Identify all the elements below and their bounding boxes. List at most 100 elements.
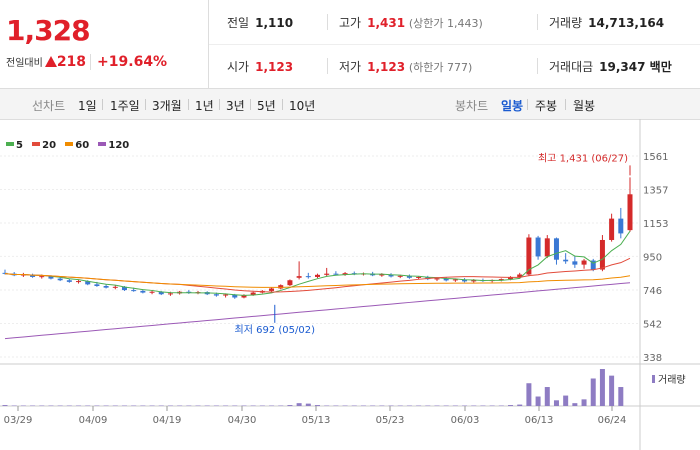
tab-daily[interactable]: 일봉 bbox=[501, 99, 524, 113]
volume-bar bbox=[526, 383, 532, 406]
candle-body bbox=[94, 284, 100, 287]
tab-1y[interactable]: 1년 bbox=[195, 99, 214, 113]
low-annotation: 최저 692 (05/02) bbox=[235, 324, 316, 336]
candle-body bbox=[379, 274, 385, 276]
tab-10y[interactable]: 10년 bbox=[289, 99, 316, 113]
candle-body bbox=[30, 274, 36, 277]
legend-ma60: 60 bbox=[65, 140, 89, 151]
volume-bar bbox=[2, 405, 8, 406]
volume-bar bbox=[599, 369, 605, 406]
volume-bar bbox=[553, 400, 559, 406]
candle-body bbox=[305, 276, 311, 278]
tab-5y[interactable]: 5년 bbox=[257, 99, 276, 113]
candle-body bbox=[581, 260, 587, 265]
candle-body bbox=[131, 290, 137, 292]
candle-body bbox=[140, 290, 146, 293]
ma5-line bbox=[4, 230, 631, 296]
candle-body bbox=[223, 294, 229, 296]
high-annotation: 최고 1,431 (06/27) bbox=[538, 152, 628, 164]
volume-bar bbox=[315, 405, 320, 406]
candle-body bbox=[85, 281, 91, 285]
volume-bar bbox=[508, 405, 514, 406]
candle-body bbox=[121, 286, 127, 291]
x-tick-label: 05/13 bbox=[302, 415, 331, 426]
candle-body bbox=[388, 274, 394, 277]
line-chart-label: 선차트 bbox=[32, 99, 66, 113]
tab-3m[interactable]: 3개월 bbox=[152, 99, 182, 113]
prev-close: 전일 1,110 bbox=[227, 14, 293, 31]
y-tick-label: 746 bbox=[643, 286, 662, 297]
candle-body bbox=[406, 275, 412, 278]
tab-1w[interactable]: 1주일 bbox=[110, 99, 140, 113]
candle-body bbox=[599, 239, 605, 270]
candle-body bbox=[462, 279, 468, 282]
candle-body bbox=[241, 295, 247, 298]
candle-body bbox=[287, 280, 293, 286]
y-tick-label: 1153 bbox=[643, 219, 668, 230]
legend-ma120-label: 120 bbox=[108, 140, 130, 151]
quote-header: 1,328 전일대비 218 +19.64% 전일 1,110 고가 1,431 (상한… bbox=[0, 0, 700, 89]
change-label: 전일대비 bbox=[6, 58, 43, 69]
candle-body bbox=[48, 276, 54, 279]
candle-body bbox=[103, 286, 109, 288]
candle-body bbox=[498, 279, 504, 281]
candle-body bbox=[563, 259, 569, 262]
legend-ma60-label: 60 bbox=[75, 140, 90, 151]
open-value: 1,123 bbox=[255, 60, 294, 74]
low-label: 저가 bbox=[339, 60, 362, 74]
candlestick-chart[interactable]: 1561 1357 1153 950 746 542 338 최고 1,431 (06/27)… bbox=[0, 119, 700, 450]
volume-legend-swatch bbox=[652, 375, 655, 383]
y-tick-label: 1561 bbox=[643, 152, 668, 163]
volume-label: 거래량 bbox=[658, 374, 686, 386]
candle-body bbox=[315, 274, 320, 277]
open-label: 시가 bbox=[227, 60, 250, 74]
price-change: 전일대비 218 +19.64% bbox=[6, 54, 168, 70]
legend-ma20-label: 20 bbox=[42, 140, 57, 151]
candle-body bbox=[443, 278, 449, 281]
legend-ma20: 20 bbox=[32, 140, 56, 151]
volume-bar bbox=[590, 378, 596, 406]
volume-bar bbox=[287, 405, 293, 406]
tab-weekly[interactable]: 주봉 bbox=[535, 99, 558, 113]
low: 저가 1,123 (하한가 777) bbox=[339, 58, 472, 75]
legend-ma120: 120 bbox=[98, 140, 129, 151]
volume-bar bbox=[609, 375, 615, 406]
x-tick-label: 05/23 bbox=[376, 415, 405, 426]
x-tick-label: 04/30 bbox=[228, 415, 257, 426]
candle-body bbox=[250, 292, 256, 296]
tab-1d[interactable]: 1일 bbox=[78, 99, 97, 113]
candle-body bbox=[535, 237, 541, 257]
tab-3y[interactable]: 3년 bbox=[226, 99, 245, 113]
candle-body bbox=[39, 276, 45, 278]
change-value: 218 bbox=[56, 54, 87, 70]
current-price: 1,328 bbox=[6, 14, 91, 47]
candle-body bbox=[452, 279, 458, 281]
volume-bar bbox=[517, 404, 523, 406]
candle-body bbox=[158, 291, 164, 295]
x-tick-label: 06/24 bbox=[598, 415, 627, 426]
quote-stats: 전일 1,110 고가 1,431 (상한가 1,443) 거래량 14,713,16… bbox=[209, 0, 700, 88]
ma120-line bbox=[4, 282, 631, 340]
y-tick-label: 338 bbox=[643, 353, 662, 364]
y-tick-label: 542 bbox=[643, 319, 662, 330]
amount-label: 거래대금 bbox=[549, 60, 594, 74]
candle-body bbox=[471, 280, 477, 282]
volume-bar bbox=[544, 387, 550, 406]
candle-body bbox=[232, 294, 238, 298]
candle-body bbox=[508, 276, 514, 280]
stats-row-2: 시가 1,123 저가 1,123 (하한가 777) 거래대금 19,347 백만 bbox=[209, 44, 700, 88]
candle-body bbox=[76, 281, 82, 283]
high-label: 고가 bbox=[339, 16, 362, 30]
prev-close-label: 전일 bbox=[227, 16, 250, 30]
candle-body bbox=[416, 276, 422, 278]
volume: 거래량 14,713,164 bbox=[549, 14, 664, 31]
tab-monthly[interactable]: 월봉 bbox=[573, 99, 596, 113]
volume-bar bbox=[296, 403, 302, 406]
candle-body bbox=[526, 237, 532, 275]
ma60-line bbox=[4, 273, 631, 288]
y-tick-label: 1357 bbox=[643, 186, 668, 197]
volume-bar bbox=[563, 395, 569, 406]
candle-body bbox=[572, 261, 578, 265]
candle-body bbox=[213, 294, 219, 296]
candle-body bbox=[434, 278, 440, 280]
